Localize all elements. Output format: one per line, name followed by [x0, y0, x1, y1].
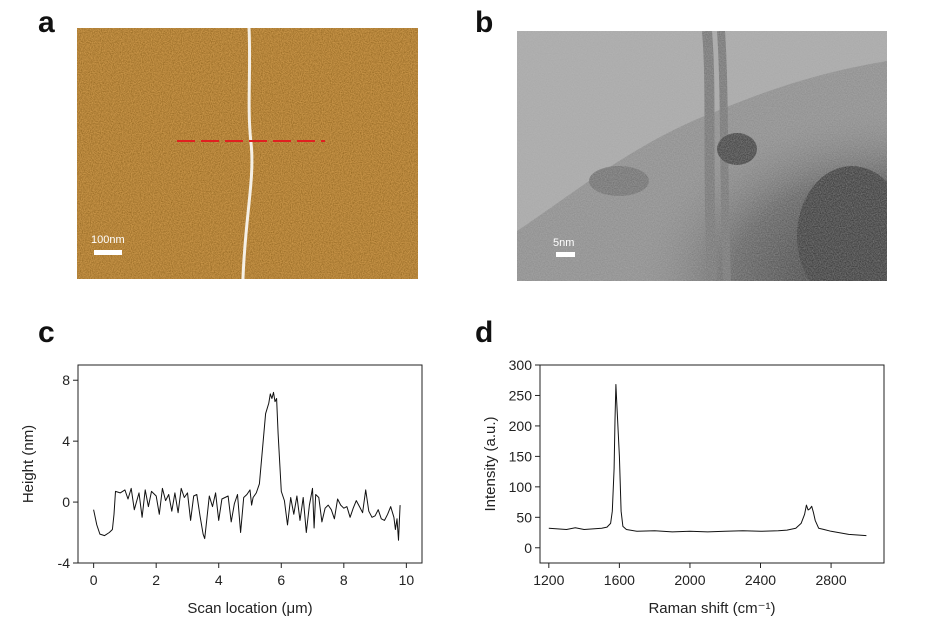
- chart-height-profile: 0 2 4 6 8 10 -4 0 4 8 Scan location (μm) Height (nm…: [20, 364, 423, 617]
- y-tick-label: -4: [58, 555, 71, 571]
- nanotube-line: [241, 28, 254, 279]
- y-axis-label: Intensity (a.u.): [482, 416, 499, 511]
- plot-frame: [539, 364, 885, 564]
- tem-image: [517, 31, 887, 281]
- chart-raman-spectrum: 1200 1600 2000 2400 2800 0 50 100 150 200 250 300 Ra…: [482, 357, 885, 617]
- y-tick-label: 100: [509, 479, 533, 495]
- y-tick-label: 0: [62, 494, 70, 510]
- panel-letter-b: b: [475, 6, 494, 39]
- y-tick-label: 4: [62, 433, 70, 449]
- x-tick-label: 0: [90, 572, 98, 588]
- y-tick-label: 0: [524, 540, 532, 556]
- x-axis-label: Raman shift (cm⁻¹): [648, 600, 775, 617]
- y-tick-label: 300: [509, 357, 533, 373]
- series-line-0: [93, 391, 401, 541]
- afm-image: [77, 28, 418, 279]
- x-tick-label: 2800: [815, 572, 846, 588]
- x-tick-label: 1600: [604, 572, 635, 588]
- y-tick-label: 50: [516, 509, 532, 525]
- y-axis-label: Height (nm): [20, 425, 37, 503]
- x-axis-label: Scan location (μm): [187, 600, 312, 617]
- y-tick-label: 8: [62, 372, 70, 388]
- scale-label-b: 5nm: [553, 237, 575, 249]
- x-tick-label: 2000: [674, 572, 705, 588]
- panel-letter-a: a: [38, 6, 55, 39]
- x-tick-label: 2: [152, 572, 160, 588]
- y-tick-label: 150: [509, 448, 533, 464]
- scale-bar-b: [556, 252, 575, 257]
- y-tick-label: 250: [509, 387, 533, 403]
- series-line-0: [548, 384, 867, 537]
- panel-letter-d: d: [475, 316, 494, 349]
- x-tick-label: 8: [340, 572, 348, 588]
- panel-letter-c: c: [38, 316, 55, 349]
- x-tick-label: 10: [399, 572, 415, 588]
- x-tick-label: 6: [277, 572, 285, 588]
- x-tick-label: 4: [215, 572, 223, 588]
- plot-frame: [77, 364, 423, 564]
- scale-bar-a: [94, 250, 122, 255]
- x-tick-label: 1200: [533, 572, 564, 588]
- y-tick-label: 200: [509, 418, 533, 434]
- x-tick-label: 2400: [745, 572, 776, 588]
- scale-label-a: 100nm: [91, 234, 125, 246]
